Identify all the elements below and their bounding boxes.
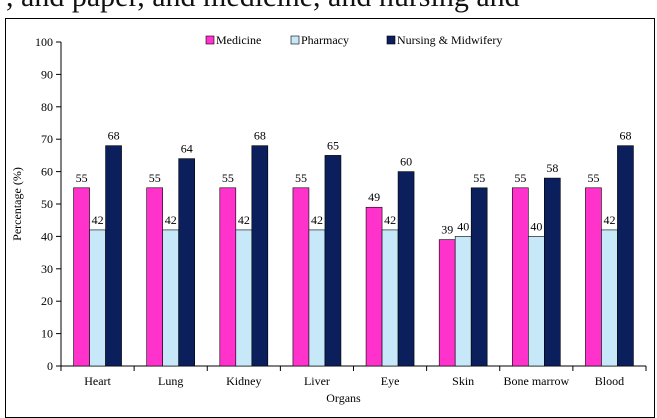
data-label: 55: [587, 171, 599, 185]
legend-label: Nursing & Midwifery: [397, 33, 502, 47]
bar: [105, 145, 122, 367]
y-tick-label: 100: [35, 35, 53, 49]
bar: [454, 236, 472, 367]
x-tick-label: Eye: [381, 374, 400, 388]
bar: [73, 187, 90, 367]
data-label: 68: [254, 129, 266, 143]
legend-swatch: [205, 35, 215, 45]
x-tick-label: Liver: [304, 374, 330, 388]
data-label: 68: [108, 129, 120, 143]
bar: [324, 155, 342, 367]
x-tick-label: Bone marrow: [503, 374, 569, 388]
bar-chart: 0 10 20 30 40 50 60 70 80 90 100 Percentage (%) 55 42…: [10, 33, 647, 405]
chart-frame: 0 10 20 30 40 50 60 70 80 90 100 Percentage (%) 55 42…: [5, 18, 655, 418]
y-tick-label: 90: [41, 67, 53, 81]
cropped-text: , and paper, and medicine, and nursing a…: [6, 0, 520, 14]
y-tick-label: 50: [41, 197, 53, 211]
data-label: 55: [149, 171, 161, 185]
data-label: 42: [603, 213, 615, 227]
bar: [146, 187, 163, 367]
data-label: 42: [165, 213, 177, 227]
bar: [251, 145, 269, 367]
bar: [292, 187, 310, 367]
y-tick-label: 30: [41, 262, 53, 276]
x-tick-label: Lung: [158, 374, 183, 388]
y-tick-label: 20: [41, 294, 53, 308]
bar: [438, 239, 456, 367]
y-tick-label: 70: [41, 132, 53, 146]
x-tick-label: Blood: [595, 374, 624, 388]
bar: [365, 206, 383, 367]
bar: [235, 229, 253, 367]
y-tick-label: 10: [41, 327, 53, 341]
data-label: 40: [530, 219, 542, 233]
bar: [512, 187, 529, 367]
data-label: 42: [92, 213, 104, 227]
data-label: 42: [311, 213, 323, 227]
legend-swatch: [290, 35, 300, 45]
x-tick-label: Skin: [452, 374, 474, 388]
data-label: 55: [76, 171, 88, 185]
data-label: 65: [327, 138, 339, 152]
data-label: 55: [514, 171, 526, 185]
cropped-text-strip: , and paper, and medicine, and nursing a…: [0, 0, 657, 14]
legend-swatch: [386, 35, 396, 45]
bar: [178, 158, 195, 367]
x-axis-label: Organs: [326, 391, 361, 405]
data-label: 55: [222, 171, 234, 185]
x-tick-label: Heart: [84, 374, 111, 388]
bar: [585, 187, 602, 367]
bar: [528, 236, 545, 367]
data-label: 58: [546, 161, 558, 175]
y-axis-label: Percentage (%): [10, 167, 24, 241]
y-tick-label: 80: [41, 100, 53, 114]
bar: [219, 187, 237, 367]
bar: [162, 229, 179, 367]
y-tick-label: 0: [47, 359, 53, 373]
bar: [544, 177, 561, 367]
data-label: 64: [181, 142, 193, 156]
bar: [89, 229, 106, 367]
bar: [381, 229, 399, 367]
data-label: 55: [295, 171, 307, 185]
y-tick-label: 60: [41, 165, 53, 179]
bar: [470, 187, 488, 367]
y-tick-label: 40: [41, 229, 53, 243]
bar: [397, 171, 415, 367]
bar: [601, 229, 618, 367]
data-label: 49: [368, 190, 380, 204]
data-label: 42: [238, 213, 250, 227]
bar: [308, 229, 326, 367]
bar: [617, 145, 634, 367]
data-label: 68: [619, 129, 631, 143]
data-label: 55: [473, 171, 485, 185]
x-tick-label: Kidney: [226, 374, 261, 388]
data-label: 39: [441, 223, 453, 237]
data-label: 40: [457, 219, 469, 233]
legend-label: Medicine: [216, 33, 261, 47]
legend-label: Pharmacy: [301, 33, 349, 47]
data-label: 60: [400, 155, 412, 169]
data-label: 42: [384, 213, 396, 227]
